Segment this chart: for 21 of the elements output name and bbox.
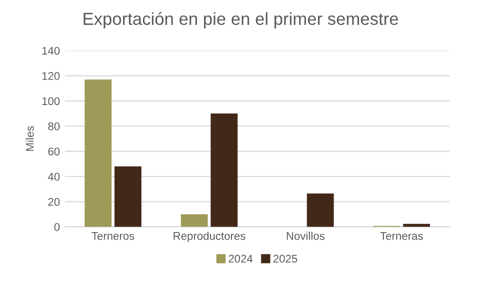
- bar: [84, 80, 112, 227]
- y-tick-label: 120: [42, 72, 60, 80]
- y-tick-label: 40: [48, 172, 60, 181]
- bar: [180, 214, 208, 227]
- y-tick-label: 0: [54, 223, 60, 231]
- x-tick-label: Reproductores: [174, 232, 246, 242]
- y-tick-label: 140: [42, 46, 60, 55]
- chart-title: Exportación en pie en el primer semestre: [84, 12, 398, 28]
- y-tick-label: 20: [48, 198, 60, 206]
- y-axis-title: Miles: [26, 126, 34, 151]
- legend-label: 2024: [228, 254, 253, 263]
- bar: [306, 193, 334, 227]
- y-tick-label: 80: [48, 122, 60, 130]
- y-tick-label: 60: [48, 148, 60, 156]
- bar: [114, 166, 142, 227]
- x-tick-label: Novillos: [286, 232, 324, 240]
- legend-label: 2025: [273, 254, 298, 263]
- x-tick-label: Terneras: [380, 232, 423, 240]
- bar: [210, 114, 238, 227]
- y-tick-label: 100: [42, 97, 60, 106]
- x-tick-label: Terneros: [92, 232, 134, 240]
